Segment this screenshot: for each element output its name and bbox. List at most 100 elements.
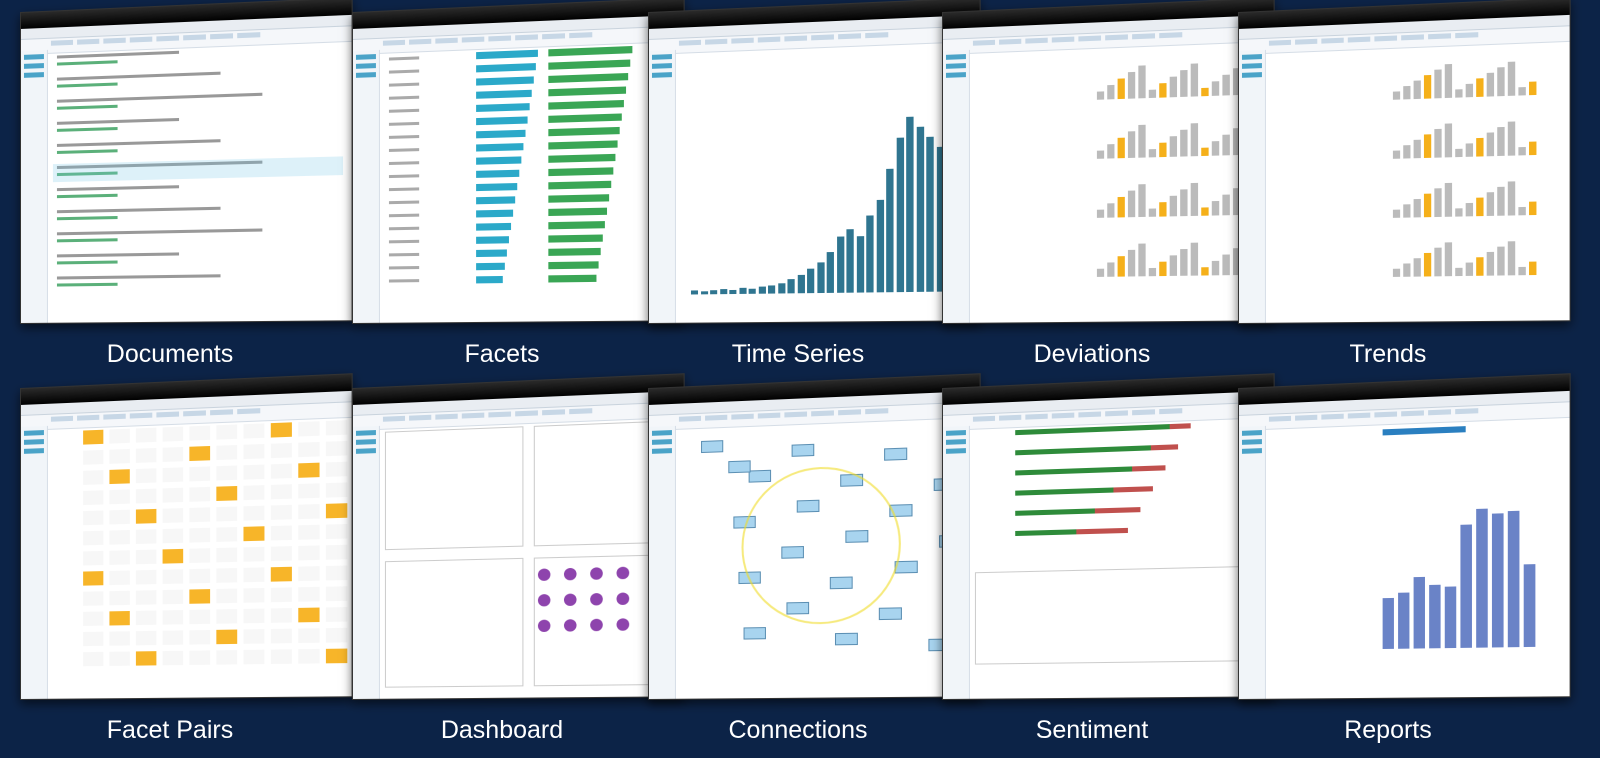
tab bbox=[1132, 409, 1155, 415]
ui-block bbox=[1393, 269, 1400, 277]
ui-block bbox=[1132, 465, 1165, 471]
ui-block bbox=[389, 83, 419, 87]
ui-block bbox=[866, 215, 873, 292]
tab bbox=[515, 34, 538, 40]
ui-block bbox=[1508, 62, 1515, 96]
app-window bbox=[352, 0, 685, 324]
tab bbox=[77, 39, 99, 45]
ui-block bbox=[1107, 262, 1114, 276]
ui-block bbox=[136, 468, 156, 483]
ui-block bbox=[1118, 256, 1125, 277]
ui-block bbox=[778, 283, 785, 293]
sidebar bbox=[649, 426, 676, 699]
sidebar-item bbox=[652, 448, 672, 454]
ui-block bbox=[216, 486, 237, 501]
ui-block bbox=[1170, 255, 1177, 276]
app-window bbox=[20, 0, 353, 324]
ui-block bbox=[1128, 191, 1135, 218]
ui-block bbox=[856, 236, 863, 292]
ui-block bbox=[83, 470, 103, 485]
ui-block bbox=[243, 629, 264, 644]
ui-block bbox=[710, 290, 717, 294]
tab bbox=[156, 411, 179, 417]
ui-block bbox=[57, 105, 118, 110]
app-window bbox=[648, 0, 981, 324]
ui-block bbox=[1424, 194, 1431, 218]
ui-block bbox=[548, 194, 609, 203]
ui-block bbox=[389, 109, 419, 113]
ui-block bbox=[1492, 513, 1504, 647]
sidebar-item bbox=[356, 72, 376, 78]
ui-block bbox=[189, 610, 210, 625]
ui-block bbox=[906, 117, 913, 292]
ui-block bbox=[1393, 91, 1400, 99]
ui-block bbox=[389, 56, 419, 60]
tab bbox=[462, 413, 485, 419]
ui-block bbox=[83, 632, 103, 646]
tab bbox=[865, 32, 888, 38]
sidebar-item bbox=[1242, 448, 1262, 454]
sidebar-item bbox=[1242, 72, 1262, 78]
ui-block bbox=[136, 489, 156, 504]
ui-block bbox=[1434, 69, 1441, 98]
ui-block bbox=[189, 466, 210, 481]
ui-block bbox=[216, 506, 237, 521]
content-area bbox=[1271, 44, 1561, 314]
ui-block bbox=[1076, 528, 1128, 535]
ui-block bbox=[975, 566, 1267, 665]
ui-block bbox=[389, 148, 419, 152]
ui-block bbox=[216, 650, 237, 665]
ui-block bbox=[83, 551, 103, 566]
ui-block bbox=[548, 275, 596, 283]
ui-block bbox=[701, 440, 723, 453]
ui-block bbox=[476, 249, 507, 257]
ui-block bbox=[163, 488, 184, 503]
ui-block bbox=[1149, 90, 1156, 98]
ui-block bbox=[1466, 203, 1473, 217]
ui-block bbox=[476, 50, 538, 60]
sidebar-item bbox=[356, 63, 376, 69]
ui-block bbox=[1118, 138, 1125, 159]
ui-block bbox=[1191, 63, 1198, 96]
ui-block bbox=[1015, 445, 1151, 455]
ui-block bbox=[742, 464, 901, 625]
ui-block bbox=[1529, 81, 1536, 95]
tab bbox=[999, 39, 1021, 45]
tab bbox=[51, 416, 73, 422]
ui-block bbox=[389, 227, 419, 231]
ui-block bbox=[109, 652, 129, 666]
ui-block bbox=[298, 566, 319, 581]
tab bbox=[1401, 410, 1424, 416]
ui-block bbox=[57, 283, 118, 287]
tab bbox=[435, 414, 457, 420]
ui-block bbox=[1403, 263, 1410, 276]
ui-block bbox=[53, 156, 343, 182]
tab bbox=[1401, 34, 1424, 40]
ui-block bbox=[189, 426, 210, 441]
ui-block bbox=[1445, 123, 1452, 157]
ui-block bbox=[768, 285, 775, 293]
sidebar-item bbox=[1242, 54, 1262, 60]
ui-block bbox=[817, 262, 824, 293]
ui-block bbox=[109, 489, 129, 504]
tab bbox=[811, 410, 834, 416]
ui-block bbox=[57, 238, 118, 242]
ui-block bbox=[548, 140, 617, 149]
tab bbox=[679, 40, 701, 46]
ui-block bbox=[1180, 249, 1187, 276]
ui-block bbox=[57, 118, 179, 125]
ui-block bbox=[83, 430, 103, 445]
ui-block bbox=[1180, 130, 1187, 157]
tab bbox=[1132, 33, 1155, 39]
ui-block bbox=[1118, 78, 1125, 99]
tab bbox=[1321, 38, 1343, 44]
ui-block bbox=[1107, 203, 1114, 217]
sidebar-item bbox=[652, 430, 672, 436]
tab bbox=[999, 415, 1021, 421]
sidebar-item bbox=[652, 54, 672, 60]
panel-label: Deviations bbox=[942, 340, 1242, 369]
ui-block bbox=[1445, 586, 1456, 648]
ui-block bbox=[389, 122, 419, 126]
sidebar-item bbox=[1242, 439, 1262, 445]
ui-block bbox=[1518, 147, 1525, 155]
